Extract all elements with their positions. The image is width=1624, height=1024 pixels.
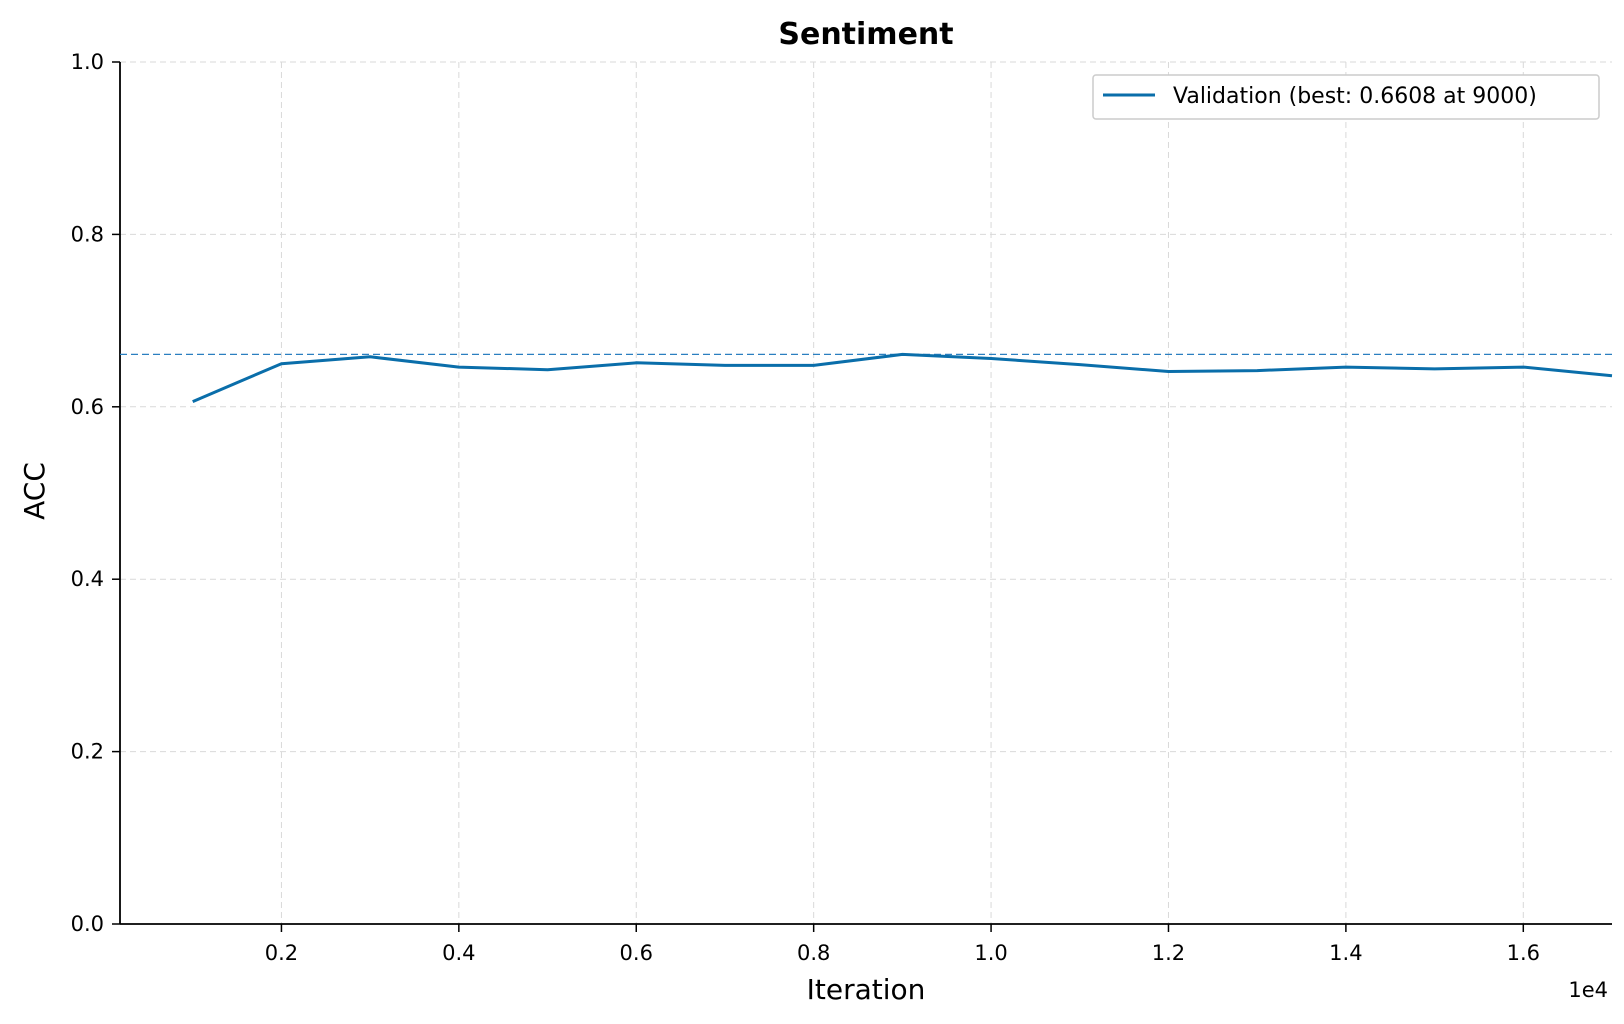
legend-label-validation: Validation (best: 0.6608 at 9000) (1173, 84, 1537, 109)
chart-title: Sentiment (778, 17, 953, 52)
y-tick-label: 0.8 (71, 222, 104, 246)
x-axis-offset-label: 1e4 (1568, 978, 1608, 1002)
y-tick-label: 0.6 (71, 395, 104, 419)
y-tick-label: 0.4 (71, 567, 104, 591)
grid (120, 61, 1612, 924)
series-line-validation (192, 352, 1613, 403)
x-tick-label: 0.4 (442, 941, 475, 965)
legend-box (1092, 74, 1600, 120)
x-tick-label: 1.0 (974, 941, 1007, 965)
axes (119, 62, 1612, 925)
x-tick-label: 0.2 (265, 941, 298, 965)
y-tick-label: 0.2 (71, 740, 104, 764)
plot-area (120, 352, 1613, 403)
x-tick-label: 0.8 (797, 941, 830, 965)
x-tick-label: 1.4 (1329, 941, 1362, 965)
x-tick-label: 0.6 (620, 941, 653, 965)
y-axis-title: ACC (18, 462, 51, 520)
ticks: 0.2 0.4 0.6 0.8 1.0 1.2 1.4 1.6 0.0 0.2 0.4 0.6 0.8 1… (71, 50, 1540, 965)
y-tick-label: 1.0 (71, 50, 104, 74)
y-tick-label: 0.0 (71, 912, 104, 936)
x-tick-label: 1.6 (1507, 941, 1540, 965)
legend: Validation (best: 0.6608 at 9000) (1092, 74, 1600, 120)
x-axis-title: Iteration (807, 973, 926, 1006)
x-tick-label: 1.2 (1152, 941, 1185, 965)
